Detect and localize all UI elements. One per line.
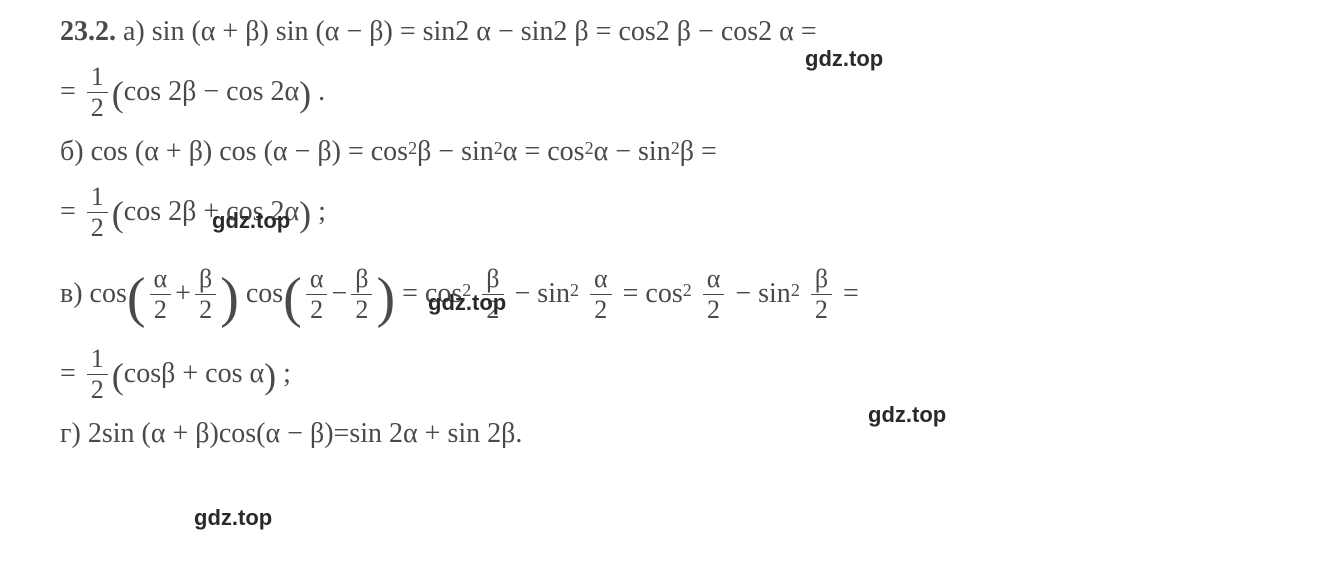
txt: β − sin bbox=[417, 136, 494, 168]
frac-num: 1 bbox=[87, 346, 108, 375]
frac-num: β bbox=[351, 266, 372, 295]
frac-num: α bbox=[150, 266, 172, 295]
frac-beta-2: β 2 bbox=[351, 266, 372, 323]
part-a-line-1: 23.2. а) sin (α + β) sin (α − β) = sin2 … bbox=[60, 12, 1327, 52]
frac-beta-2: β 2 bbox=[195, 266, 216, 323]
exponent: 2 bbox=[671, 138, 680, 159]
part-g-text: 2sin (α + β)cos(α − β)=sin 2α + sin 2β. bbox=[88, 418, 523, 450]
part-b-line-1: б) cos (α + β) cos (α − β) = cos 2 β − s… bbox=[60, 132, 1327, 172]
watermark-text: gdz.top bbox=[428, 290, 506, 316]
watermark-text: gdz.top bbox=[194, 505, 272, 531]
txt: α = cos bbox=[503, 136, 585, 168]
part-a-label: а) bbox=[123, 16, 145, 48]
frac-num: α bbox=[590, 266, 612, 295]
frac-den: 2 bbox=[351, 295, 372, 323]
frac-den: 2 bbox=[590, 295, 611, 323]
exponent: 2 bbox=[791, 280, 800, 301]
frac-alpha-2: α 2 bbox=[306, 266, 328, 323]
spacer bbox=[276, 358, 283, 390]
spacer bbox=[836, 278, 843, 310]
minus: − bbox=[331, 278, 347, 310]
frac-num: 1 bbox=[87, 64, 108, 93]
part-v-line-1: в) cos ( α 2 + β 2 ) cos ( α 2 − β 2 ) =… bbox=[60, 254, 1327, 334]
frac-num: β bbox=[811, 266, 832, 295]
spacer bbox=[311, 76, 318, 108]
watermark-text: gdz.top bbox=[212, 208, 290, 234]
frac-den: 2 bbox=[87, 375, 108, 403]
watermark-text: gdz.top bbox=[805, 46, 883, 72]
problem-number: 23.2. bbox=[60, 16, 116, 48]
minus-sin2: − sin bbox=[735, 278, 790, 310]
frac-alpha-2: α 2 bbox=[150, 266, 172, 323]
spacer bbox=[81, 418, 88, 450]
frac-alpha-2: α 2 bbox=[590, 266, 612, 323]
semicolon: ; bbox=[283, 358, 291, 390]
frac-den: 2 bbox=[87, 93, 108, 121]
plus: + bbox=[175, 278, 191, 310]
txt: β = bbox=[680, 136, 717, 168]
equals: = bbox=[843, 278, 859, 310]
equals: = bbox=[60, 196, 76, 228]
frac-den: 2 bbox=[703, 295, 724, 323]
part-v-label: в) bbox=[60, 278, 83, 310]
cos: cos bbox=[246, 278, 283, 310]
part-v-line-2: = 1 2 ( cosβ + cos α ) ; bbox=[60, 340, 1327, 408]
frac-num: 1 bbox=[87, 184, 108, 213]
fraction-half: 1 2 bbox=[87, 184, 108, 241]
equals: = bbox=[60, 76, 76, 108]
part-b-formula: cos (α + β) cos (α − β) = cos 2 β − sin … bbox=[91, 136, 717, 168]
frac-num: α bbox=[703, 266, 725, 295]
txt: α − sin bbox=[594, 136, 671, 168]
spacer bbox=[76, 76, 83, 108]
exponent: 2 bbox=[408, 138, 417, 159]
frac-num: β bbox=[195, 266, 216, 295]
frac-den: 2 bbox=[306, 295, 327, 323]
frac-den: 2 bbox=[811, 295, 832, 323]
fraction-half: 1 2 bbox=[87, 64, 108, 121]
spacer bbox=[616, 278, 623, 310]
part-a-text-1: sin (α + β) sin (α − β) = sin2 α − sin2 … bbox=[152, 16, 817, 48]
txt: cos (α + β) cos (α − β) = cos bbox=[91, 136, 408, 168]
frac-den: 2 bbox=[195, 295, 216, 323]
spacer bbox=[84, 136, 91, 168]
spacer bbox=[395, 278, 402, 310]
exponent: 2 bbox=[585, 138, 594, 159]
eq-cos2: = cos bbox=[623, 278, 683, 310]
frac-den: 2 bbox=[87, 213, 108, 241]
part-a-inner: cos 2β − cos 2α bbox=[124, 76, 299, 108]
part-g-label: г) bbox=[60, 418, 81, 450]
spacer bbox=[145, 16, 152, 48]
spacer bbox=[311, 196, 318, 228]
part-g-line: г) 2sin (α + β)cos(α − β)=sin 2α + sin 2… bbox=[60, 414, 1327, 454]
fraction-half: 1 2 bbox=[87, 346, 108, 403]
semicolon: ; bbox=[318, 196, 326, 228]
spacer bbox=[76, 196, 83, 228]
spacer bbox=[83, 278, 90, 310]
watermark-text: gdz.top bbox=[868, 402, 946, 428]
minus-sin: − sin bbox=[515, 278, 570, 310]
equals: = bbox=[60, 358, 76, 390]
cos: cos bbox=[90, 278, 127, 310]
spacer bbox=[728, 278, 735, 310]
part-a-line-2: = 1 2 ( cos 2β − cos 2α ) . bbox=[60, 58, 1327, 126]
spacer bbox=[692, 278, 699, 310]
exponent: 2 bbox=[494, 138, 503, 159]
frac-alpha-2: α 2 bbox=[703, 266, 725, 323]
frac-beta-2: β 2 bbox=[811, 266, 832, 323]
spacer bbox=[579, 278, 586, 310]
spacer bbox=[76, 358, 83, 390]
exponent: 2 bbox=[683, 280, 692, 301]
exponent: 2 bbox=[570, 280, 579, 301]
part-b-label: б) bbox=[60, 136, 84, 168]
frac-den: 2 bbox=[150, 295, 171, 323]
period: . bbox=[318, 76, 325, 108]
part-v-inner: cosβ + cos α bbox=[124, 358, 264, 390]
frac-num: α bbox=[306, 266, 328, 295]
spacer bbox=[116, 16, 123, 48]
spacer bbox=[508, 278, 515, 310]
spacer bbox=[239, 278, 246, 310]
spacer bbox=[800, 278, 807, 310]
